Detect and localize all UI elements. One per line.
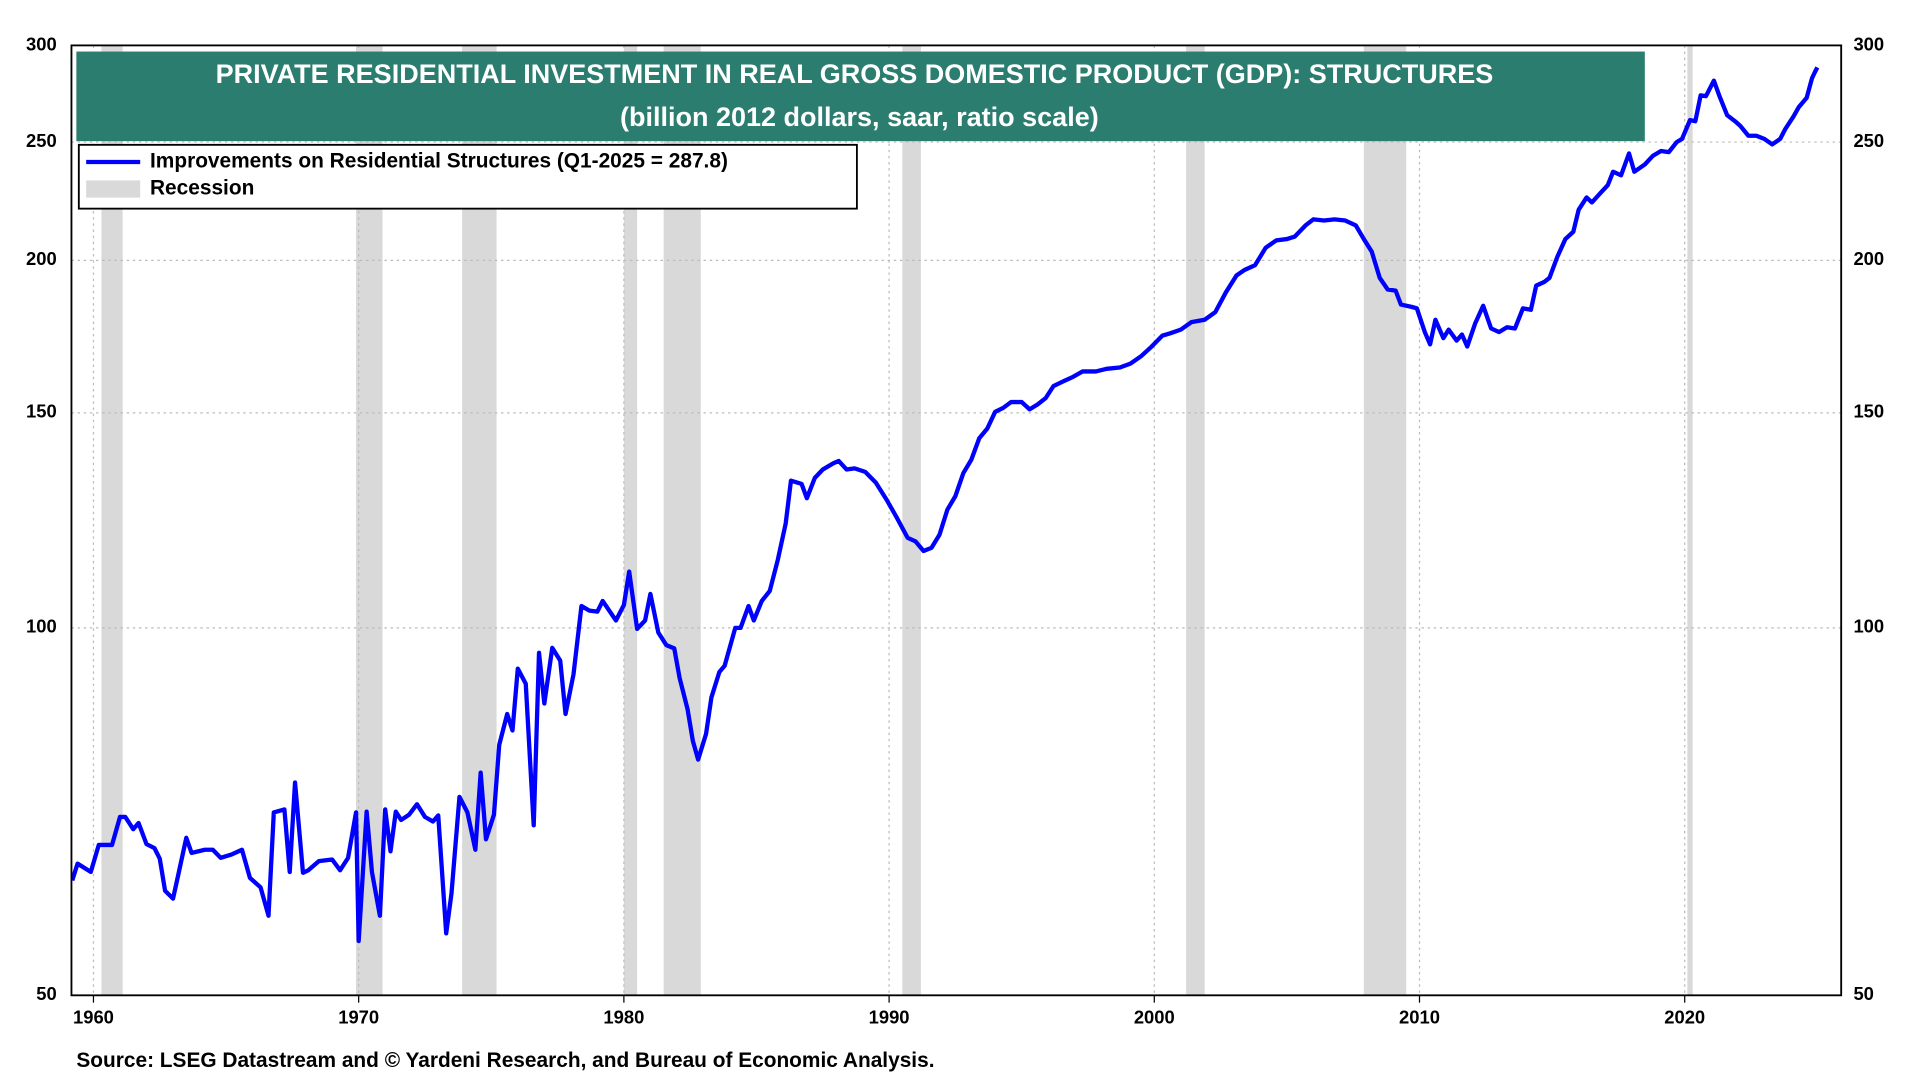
y2-tick-label: 200	[1853, 248, 1884, 269]
y-tick-label: 300	[26, 33, 57, 54]
legend-swatch	[86, 180, 141, 198]
recession-band	[623, 45, 638, 996]
y2-tick-label: 300	[1853, 33, 1884, 54]
y-tick-label: 200	[26, 248, 57, 269]
source-note: Source: LSEG Datastream and © Yardeni Re…	[76, 1049, 934, 1072]
chart-title: PRIVATE RESIDENTIAL INVESTMENT IN REAL G…	[216, 59, 1494, 89]
x-tick-label: 1970	[338, 1006, 379, 1027]
data-layer	[71, 66, 1820, 944]
recession-band	[1186, 45, 1205, 996]
y-tick-label: 250	[26, 130, 57, 151]
y-tick-label: 150	[26, 401, 57, 422]
y2-tick-label: 150	[1853, 401, 1884, 422]
legend-box	[77, 143, 858, 210]
x-tick-label: 1990	[869, 1006, 910, 1027]
y2-tick-label: 100	[1853, 616, 1884, 637]
background-layer	[71, 44, 1842, 996]
chart-subtitle: (billion 2012 dollars, saar, ratio scale…	[620, 102, 1099, 132]
x-tick-label: 1960	[73, 1006, 114, 1027]
x-tick-label: 2000	[1134, 1006, 1175, 1027]
y2-tick-label: 50	[1853, 983, 1873, 1004]
x-tick-label: 1980	[603, 1006, 644, 1027]
plot-frame	[70, 44, 1843, 997]
y-tick-label: 50	[36, 983, 56, 1004]
title-box	[76, 51, 1645, 142]
y-tick-label: 100	[26, 616, 57, 637]
recession-band	[902, 45, 921, 996]
recession-band	[1687, 45, 1693, 996]
x-tick-label: 2010	[1399, 1006, 1440, 1027]
x-tick-label: 2020	[1664, 1006, 1705, 1027]
legend-label: Recession	[150, 177, 254, 200]
recession-band	[101, 45, 123, 996]
recession-band	[1363, 45, 1407, 996]
data-line	[71, 66, 1820, 944]
y2-tick-label: 250	[1853, 130, 1884, 151]
legend-label: Improvements on Residential Structures (…	[150, 150, 728, 173]
